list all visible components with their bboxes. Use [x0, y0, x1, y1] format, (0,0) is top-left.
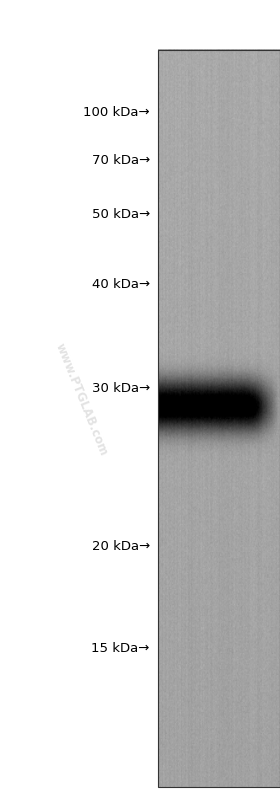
- Text: 20 kDa→: 20 kDa→: [92, 539, 150, 552]
- Text: 15 kDa→: 15 kDa→: [92, 642, 150, 654]
- Text: www.PTGLAB.com: www.PTGLAB.com: [53, 341, 110, 458]
- Bar: [158, 50, 280, 787]
- Text: 30 kDa→: 30 kDa→: [92, 381, 150, 395]
- Text: 50 kDa→: 50 kDa→: [92, 208, 150, 221]
- Text: 40 kDa→: 40 kDa→: [92, 277, 150, 291]
- Text: 70 kDa→: 70 kDa→: [92, 153, 150, 166]
- Text: 100 kDa→: 100 kDa→: [83, 106, 150, 120]
